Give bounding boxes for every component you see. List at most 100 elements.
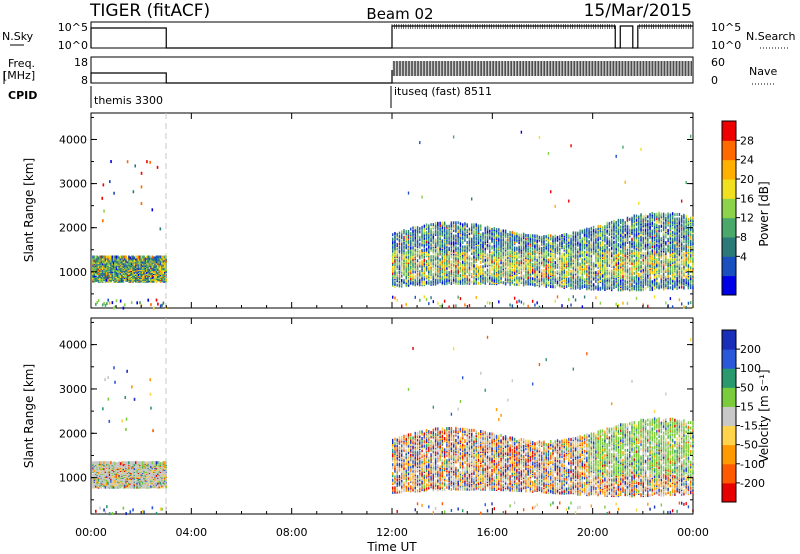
scatter-cell bbox=[534, 238, 536, 242]
scatter-cell bbox=[597, 275, 599, 279]
scatter-cell bbox=[151, 268, 154, 272]
scatter-cell bbox=[475, 256, 477, 260]
scatter-cell bbox=[441, 269, 444, 273]
scatter-cell bbox=[477, 277, 480, 281]
scatter-cell bbox=[588, 257, 590, 261]
scatter-cell bbox=[461, 266, 464, 270]
scatter-cell bbox=[563, 245, 565, 249]
scatter-cell bbox=[423, 277, 426, 281]
scatter-cell bbox=[443, 250, 446, 254]
scatter-cell bbox=[550, 253, 552, 257]
scatter-cell bbox=[550, 245, 552, 249]
scatter-cell bbox=[568, 253, 570, 257]
scatter-cell bbox=[531, 257, 534, 261]
scatter-cell bbox=[441, 260, 444, 264]
scatter-cell bbox=[559, 265, 561, 269]
scatter-cell bbox=[158, 272, 161, 276]
scatter-cell bbox=[554, 236, 556, 240]
scatter-cell bbox=[561, 274, 563, 278]
scatter-cell bbox=[518, 235, 520, 239]
scatter-cell bbox=[518, 248, 520, 252]
scatter-cell bbox=[565, 285, 568, 289]
scatter-cell bbox=[416, 263, 419, 267]
scatter-cell bbox=[115, 276, 118, 280]
scatter-cell bbox=[491, 273, 493, 277]
scatter-cell bbox=[559, 269, 561, 273]
scatter-cell bbox=[583, 271, 586, 275]
scatter-cell bbox=[504, 250, 507, 254]
scatter-cell bbox=[452, 226, 455, 230]
scatter-cell bbox=[457, 225, 459, 229]
scatter-cell bbox=[610, 220, 613, 224]
scatter-cell bbox=[572, 282, 574, 286]
scatter-cell bbox=[117, 258, 119, 262]
scatter-cell bbox=[477, 266, 480, 270]
scatter-cell bbox=[398, 280, 401, 284]
scatter-cell bbox=[568, 234, 570, 238]
scatter-cell bbox=[568, 297, 570, 301]
scatter-cell bbox=[604, 235, 606, 239]
scatter-cell bbox=[595, 234, 597, 238]
scatter-cell bbox=[538, 135, 541, 139]
scatter-cell bbox=[112, 273, 115, 277]
scatter-cell bbox=[452, 234, 455, 238]
scatter-cell bbox=[121, 255, 123, 259]
scatter-cell bbox=[396, 271, 398, 275]
scatter-cell bbox=[495, 268, 498, 272]
scatter-cell bbox=[457, 250, 459, 254]
scatter-cell bbox=[471, 272, 473, 276]
scatter-cell bbox=[403, 271, 405, 275]
scatter-cell bbox=[563, 237, 565, 241]
scatter-cell bbox=[455, 221, 457, 225]
scatter-cell bbox=[486, 230, 489, 234]
scatter-cell bbox=[140, 185, 143, 189]
scatter-cell bbox=[464, 278, 466, 282]
scatter-cell bbox=[586, 256, 588, 260]
scatter-cell bbox=[529, 270, 532, 274]
scatter-cell bbox=[613, 227, 615, 231]
scatter-cell bbox=[527, 247, 529, 251]
scatter-cell bbox=[419, 238, 421, 242]
scatter-cell bbox=[439, 274, 441, 278]
scatter-cell bbox=[392, 240, 394, 244]
scatter-cell bbox=[130, 267, 133, 271]
scatter-cell bbox=[434, 275, 437, 279]
scatter-cell bbox=[151, 275, 154, 279]
scatter-cell bbox=[538, 281, 541, 285]
scatter-cell bbox=[428, 258, 430, 262]
scatter-cell bbox=[520, 274, 523, 278]
scatter-cell bbox=[437, 301, 439, 305]
scatter-cell bbox=[550, 234, 552, 238]
scatter-cell bbox=[597, 238, 599, 242]
scatter-cell bbox=[561, 254, 563, 258]
scatter-cell bbox=[457, 260, 459, 264]
scatter-cell bbox=[500, 270, 502, 274]
scatter-cell bbox=[126, 278, 129, 282]
scatter-cell bbox=[484, 236, 486, 240]
scatter-cell bbox=[434, 252, 437, 256]
scatter-cell bbox=[452, 221, 455, 225]
scatter-cell bbox=[437, 255, 439, 259]
scatter-cell bbox=[151, 208, 154, 212]
scatter-cell bbox=[466, 223, 468, 227]
scatter-cell bbox=[491, 257, 493, 261]
scatter-cell bbox=[432, 272, 435, 276]
scatter-cell bbox=[115, 265, 118, 269]
scatter-cell bbox=[471, 264, 473, 268]
scatter-cell bbox=[103, 272, 105, 275]
scatter-cell bbox=[534, 303, 536, 307]
scatter-cell bbox=[613, 244, 615, 248]
scatter-cell bbox=[448, 252, 450, 256]
scatter-cell bbox=[534, 269, 536, 273]
scatter-cell bbox=[428, 261, 430, 265]
scatter-cell bbox=[563, 282, 565, 286]
scatter-cell bbox=[484, 258, 486, 262]
scatter-cell bbox=[484, 242, 486, 246]
scatter-cell bbox=[493, 244, 495, 248]
scatter-cell bbox=[150, 261, 152, 265]
scatter-cell bbox=[511, 261, 514, 265]
scatter-cell bbox=[482, 241, 484, 245]
scatter-cell bbox=[590, 226, 593, 230]
scatter-cell bbox=[599, 233, 602, 237]
scatter-cell bbox=[579, 231, 581, 235]
